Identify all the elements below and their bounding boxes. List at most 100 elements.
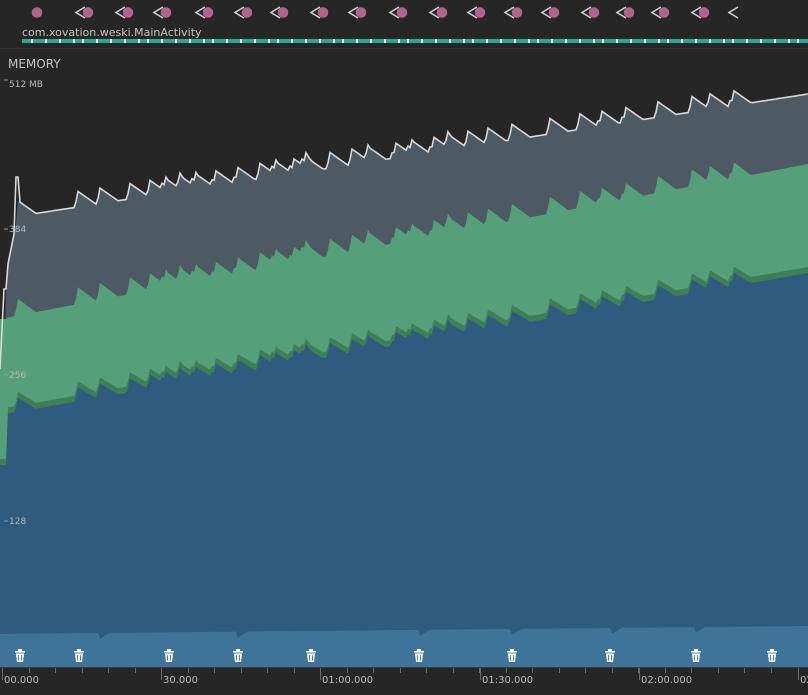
y-axis-label: 256 xyxy=(9,371,26,381)
activity-tick xyxy=(421,39,423,43)
garbage-collection-icon[interactable] xyxy=(163,649,175,663)
time-axis-minor-tick xyxy=(347,668,348,673)
time-axis-minor-tick xyxy=(665,668,666,673)
time-axis-minor-tick xyxy=(479,668,480,673)
time-axis-minor-tick xyxy=(161,668,162,673)
garbage-collection-icon[interactable] xyxy=(690,649,702,663)
event-lane: com.xovation.weski.MainActivity xyxy=(0,0,808,46)
time-axis-label: 00.000 xyxy=(4,675,39,686)
blue-memory-area xyxy=(0,272,808,668)
activity-tick xyxy=(45,39,47,43)
activity-tick xyxy=(709,39,711,43)
activity-tick xyxy=(565,39,567,43)
time-axis-minor-tick xyxy=(771,668,772,673)
time-axis-major-tick xyxy=(639,668,640,680)
time-axis-minor-tick xyxy=(559,668,560,673)
garbage-collection-icon[interactable] xyxy=(506,649,518,663)
garbage-collection-icon[interactable] xyxy=(232,649,244,663)
time-axis-major-tick xyxy=(161,668,162,680)
activity-tick xyxy=(616,39,618,43)
time-axis-minor-tick xyxy=(214,668,215,673)
back-touch-event-icon[interactable] xyxy=(347,5,373,21)
activity-tick xyxy=(226,39,228,43)
activity-tick xyxy=(356,39,358,43)
activity-tick xyxy=(551,39,553,43)
activity-tick xyxy=(398,39,400,43)
activity-tick xyxy=(788,39,790,43)
back-touch-event-icon[interactable] xyxy=(194,5,220,21)
back-touch-event-icon[interactable] xyxy=(388,5,414,21)
activity-tick xyxy=(602,39,604,43)
back-touch-event-icon[interactable] xyxy=(650,5,676,21)
activity-tick xyxy=(138,39,140,43)
y-axis-top-label: 512 MB xyxy=(9,80,43,90)
back-touch-event-icon[interactable] xyxy=(428,5,454,21)
back-touch-event-icon[interactable] xyxy=(503,5,529,21)
garbage-collection-icon[interactable] xyxy=(766,649,778,663)
time-axis-label: 30.000 xyxy=(163,675,198,686)
activity-tick xyxy=(514,39,516,43)
back-touch-event-icon[interactable] xyxy=(466,5,492,21)
memory-chart[interactable]: 512 MB 384 256 128 xyxy=(0,49,808,668)
garbage-collection-icon[interactable] xyxy=(73,649,85,663)
time-axis-minor-tick xyxy=(294,668,295,673)
back-touch-event-icon[interactable] xyxy=(152,5,178,21)
activity-bar[interactable] xyxy=(22,39,808,43)
time-axis-major-tick xyxy=(2,668,3,680)
y-axis-label: 128 xyxy=(9,517,26,527)
garbage-collection-icon[interactable] xyxy=(604,649,616,663)
light-blue-memory-area xyxy=(0,626,808,668)
activity-tick xyxy=(305,39,307,43)
back-touch-event-icon[interactable] xyxy=(540,5,566,21)
activity-tick xyxy=(723,39,725,43)
back-touch-event-icon[interactable] xyxy=(580,5,606,21)
activity-tick xyxy=(124,39,126,43)
activity-tick xyxy=(73,39,75,43)
activity-tick xyxy=(797,39,799,43)
activity-tick xyxy=(175,39,177,43)
back-touch-event-icon[interactable] xyxy=(690,5,716,21)
back-touch-event-icon[interactable] xyxy=(269,5,295,21)
activity-tick xyxy=(342,39,344,43)
time-axis-minor-tick xyxy=(29,668,30,673)
garbage-collection-icon[interactable] xyxy=(14,649,26,663)
activity-tick xyxy=(500,39,502,43)
activity-tick xyxy=(319,39,321,43)
activity-tick xyxy=(658,39,660,43)
activity-tick xyxy=(59,39,61,43)
back-touch-event-icon[interactable] xyxy=(74,5,100,21)
time-axis-label: 01:30.000 xyxy=(482,675,534,686)
activity-tick xyxy=(291,39,293,43)
activity-tick xyxy=(254,39,256,43)
activity-tick xyxy=(212,39,214,43)
activity-tick xyxy=(472,39,474,43)
time-axis-minor-tick xyxy=(135,668,136,673)
activity-tick xyxy=(96,39,98,43)
activity-tick xyxy=(333,39,335,43)
memory-title: MEMORY xyxy=(8,57,61,71)
time-axis-minor-tick xyxy=(453,668,454,673)
back-touch-event-icon[interactable] xyxy=(309,5,335,21)
activity-tick xyxy=(82,39,84,43)
activity-name: com.xovation.weski.MainActivity xyxy=(22,26,202,39)
time-axis-major-tick xyxy=(320,668,321,680)
time-axis-major-tick xyxy=(480,668,481,680)
time-axis-minor-tick xyxy=(718,668,719,673)
back-touch-event-icon[interactable] xyxy=(114,5,140,21)
activity-tick xyxy=(384,39,386,43)
time-axis-minor-tick xyxy=(373,668,374,673)
back-touch-event-icon[interactable] xyxy=(233,5,259,21)
activity-tick xyxy=(732,39,734,43)
time-axis-minor-tick xyxy=(532,668,533,673)
activity-tick xyxy=(667,39,669,43)
activity-tick xyxy=(774,39,776,43)
garbage-collection-icon[interactable] xyxy=(413,649,425,663)
time-axis-minor-tick xyxy=(2,668,3,673)
time-axis-major-tick xyxy=(798,668,799,680)
time-axis-label: 02 xyxy=(800,675,808,686)
touch-event-icon[interactable] xyxy=(26,5,52,21)
activity-tick xyxy=(537,39,539,43)
garbage-collection-icon[interactable] xyxy=(305,649,317,663)
back-key-icon[interactable] xyxy=(725,5,751,21)
back-touch-event-icon[interactable] xyxy=(615,5,641,21)
